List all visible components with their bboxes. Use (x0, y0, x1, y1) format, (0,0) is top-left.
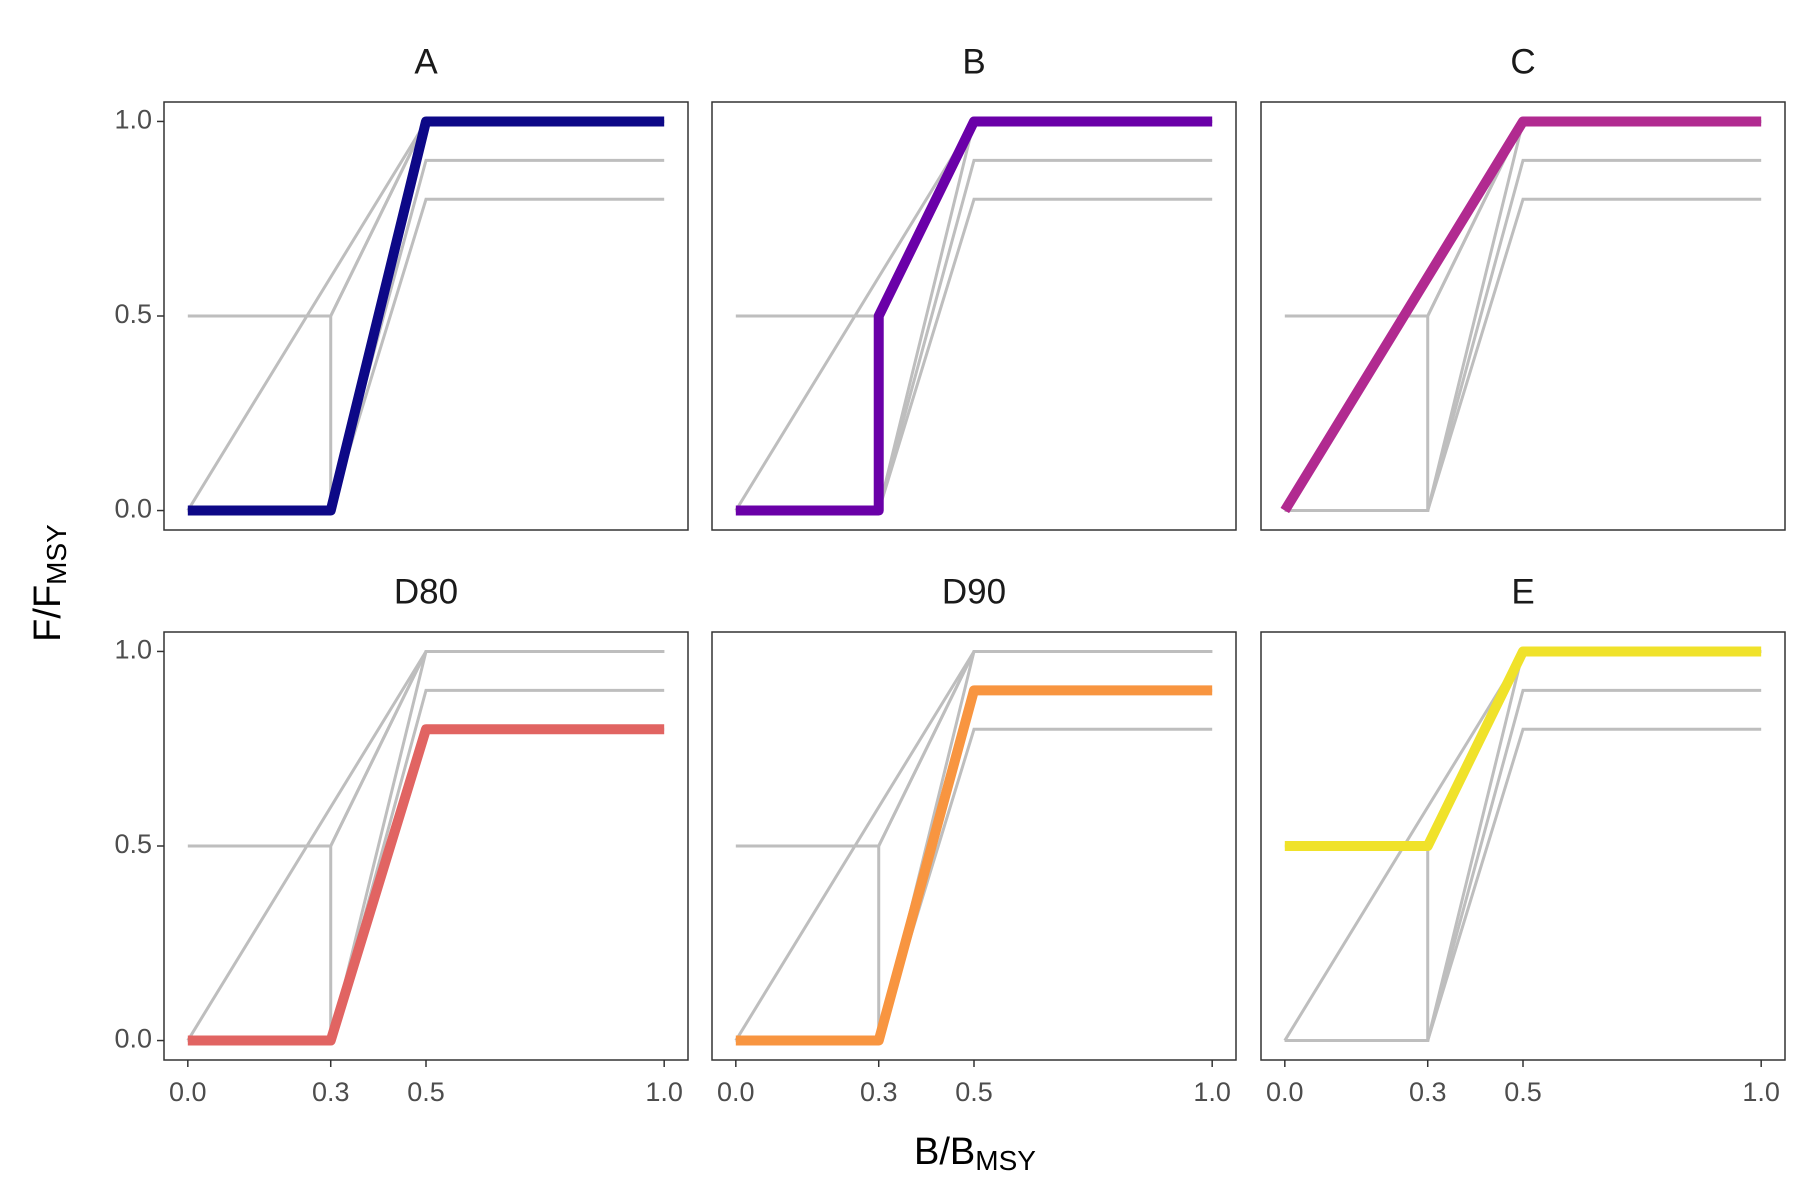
rule-line (1280, 116, 1762, 514)
rule-line (187, 116, 665, 516)
panel-border (711, 101, 1237, 531)
reference-line (1284, 158, 1762, 513)
reference-line (735, 727, 1213, 1043)
reference-line (1284, 649, 1762, 848)
x-tick-label: 1.0 (1193, 1077, 1231, 1107)
reference-line (187, 727, 665, 1043)
reference-line (735, 158, 1213, 513)
reference-line (1284, 727, 1762, 1043)
panel: A 0.0 0.5 1.0 (114, 42, 689, 531)
y-axis-title-sub: MSY (41, 524, 72, 585)
rule-line (735, 685, 1213, 1046)
panel-title: D80 (394, 572, 458, 611)
panel: D90 0.0 0.3 0.5 1.0 (711, 572, 1237, 1107)
panel-title: D90 (942, 572, 1006, 611)
reference-line (187, 158, 665, 513)
panel-title: C (1510, 42, 1535, 81)
reference-line (735, 688, 1213, 1043)
x-tick-label: 0.0 (1266, 1077, 1304, 1107)
y-tick-label: 1.0 (114, 635, 152, 665)
panel-border (1260, 101, 1786, 531)
reference-line (735, 197, 1213, 513)
reference-line (1284, 688, 1762, 1043)
y-tick-label: 0.0 (114, 1024, 152, 1054)
x-tick-label: 0.0 (717, 1077, 755, 1107)
rule-line (1284, 646, 1762, 851)
x-axis-title-main: B/B (914, 1131, 975, 1173)
y-tick-label: 0.5 (114, 299, 152, 329)
y-axis-title: F/FMSY (27, 524, 72, 642)
x-tick-label: 0.5 (955, 1077, 993, 1107)
reference-line (735, 649, 1213, 848)
panel: B (711, 42, 1237, 531)
reference-line (735, 119, 1213, 318)
x-tick-label: 0.3 (312, 1077, 350, 1107)
x-axis-title-sub: MSY (975, 1145, 1036, 1176)
x-tick-label: 1.0 (1742, 1077, 1780, 1107)
panel-title: B (962, 42, 985, 81)
y-tick-label: 0.0 (114, 494, 152, 524)
panel: D80 0.0 0.5 1.0 0.0 0.3 0.5 1.0 (114, 572, 689, 1107)
panel: E 0.0 0.3 0.5 1.0 (1260, 572, 1786, 1107)
x-tick-label: 0.3 (860, 1077, 898, 1107)
y-axis-title-main: F/F (27, 585, 69, 642)
reference-line (1284, 197, 1762, 513)
x-axis-title: B/BMSY (914, 1131, 1036, 1176)
x-tick-label: 0.5 (407, 1077, 445, 1107)
panel-title: A (414, 42, 438, 81)
y-tick-label: 1.0 (114, 105, 152, 135)
reference-line (187, 649, 665, 848)
x-tick-label: 0.0 (169, 1077, 207, 1107)
y-tick-label: 0.5 (114, 829, 152, 859)
panel: C (1260, 42, 1786, 531)
x-tick-label: 0.5 (1504, 1077, 1542, 1107)
reference-line (1284, 119, 1762, 318)
x-tick-label: 1.0 (645, 1077, 683, 1107)
rule-line (735, 116, 1213, 516)
x-tick-label: 0.3 (1409, 1077, 1447, 1107)
reference-line (187, 119, 665, 318)
panel-title: E (1511, 572, 1534, 611)
rule-line (187, 724, 665, 1046)
reference-line (187, 197, 665, 513)
